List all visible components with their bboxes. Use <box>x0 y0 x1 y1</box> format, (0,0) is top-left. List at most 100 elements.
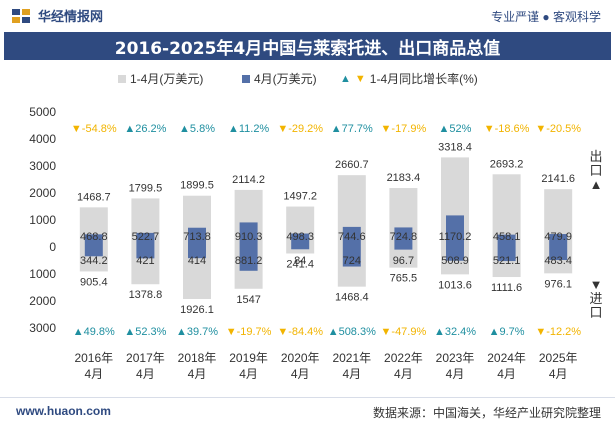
export-cumulative-label: 2660.7 <box>335 159 369 171</box>
export-monthly-bar <box>188 227 206 247</box>
legend-growth: ▲ ▼ 1-4月同比增长率(%) <box>340 70 478 87</box>
export-monthly-label: 522.7 <box>132 231 160 243</box>
export-monthly-bar <box>446 215 464 247</box>
footer: www.huaon.com 数据来源：中国海关，华经产业研究院整理 <box>0 397 615 428</box>
x-tick-label: 4月 <box>84 367 103 381</box>
import-monthly-label: 96.7 <box>393 255 414 267</box>
export-monthly-label: 744.6 <box>338 231 366 243</box>
y-tick-label: 5000 <box>29 105 56 119</box>
x-tick-label: 2021年 <box>332 351 371 365</box>
export-cumulative-label: 2183.4 <box>387 172 421 184</box>
import-growth-label: ▲9.7% <box>489 326 525 338</box>
import-monthly-label: 483.4 <box>544 255 572 267</box>
export-cumulative-label: 1899.5 <box>180 180 214 192</box>
export-monthly-bar <box>497 234 516 247</box>
import-monthly-bar <box>239 247 258 271</box>
import-monthly-bar <box>136 247 155 259</box>
import-monthly-bar <box>291 247 310 250</box>
import-cumulative-label: 905.4 <box>80 276 108 288</box>
chart-title: 2016-2025年4月中国与莱索托进、出口商品总值 <box>4 32 611 60</box>
x-tick-label: 4月 <box>239 367 258 381</box>
legend-monthly: 4月(万美元) <box>242 70 317 87</box>
export-growth-label: ▼-18.6% <box>484 123 530 135</box>
export-side-label-text: 出口 <box>589 149 603 178</box>
import-monthly-label: 414 <box>188 255 206 267</box>
x-tick-label: 4月 <box>446 367 465 381</box>
y-tick-label: 0 <box>49 240 56 254</box>
import-monthly-label: 508.9 <box>441 255 469 267</box>
import-monthly-label: 724 <box>343 255 361 267</box>
slogan: 专业严谨 ● 客观科学 <box>491 10 601 24</box>
legend-cumulative-swatch <box>118 74 126 83</box>
legend-monthly-label: 4月(万美元) <box>254 72 317 86</box>
x-tick-label: 2018年 <box>178 351 217 365</box>
export-monthly-label: 458.1 <box>493 231 521 243</box>
export-cumulative-label: 1468.7 <box>77 191 111 203</box>
export-cumulative-label: 2693.2 <box>490 158 524 170</box>
import-monthly-bar <box>549 247 568 261</box>
export-monthly-label: 479.9 <box>544 231 572 243</box>
x-tick-label: 4月 <box>291 367 310 381</box>
export-growth-label: ▲11.2% <box>228 123 269 135</box>
x-tick-label: 4月 <box>549 367 568 381</box>
legend-growth-label: 1-4月同比增长率(%) <box>369 72 478 86</box>
import-monthly-bar <box>84 247 103 257</box>
export-monthly-label: 468.8 <box>80 231 108 243</box>
export-arrow-icon: ▲ <box>589 177 603 192</box>
import-cumulative-label: 1378.8 <box>129 289 163 301</box>
import-arrow-icon: ▼ <box>589 277 603 292</box>
x-tick-label: 4月 <box>394 367 413 381</box>
import-cumulative-label: 765.5 <box>390 273 418 285</box>
x-tick-label: 4月 <box>188 367 207 381</box>
brand: 华经情报网 <box>10 6 103 25</box>
export-growth-label: ▲5.8% <box>179 123 215 135</box>
export-cumulative-label: 2114.2 <box>232 174 265 186</box>
import-growth-label: ▼-12.2% <box>535 326 581 338</box>
x-tick-label: 2023年 <box>436 351 475 365</box>
x-tick-label: 4月 <box>497 367 516 381</box>
import-cumulative-bar <box>286 247 315 254</box>
import-monthly-label: 84 <box>294 255 306 267</box>
x-tick-label: 2025年 <box>539 351 578 365</box>
import-monthly-label: 881.2 <box>235 255 263 267</box>
export-growth-label: ▼-20.5% <box>535 123 581 135</box>
export-monthly-label: 498.3 <box>286 231 314 243</box>
export-monthly-bar <box>136 232 155 247</box>
footer-website[interactable]: www.huaon.com <box>16 404 111 418</box>
import-monthly-bar <box>188 247 206 259</box>
legend: 1-4月(万美元) 4月(万美元) ▲ ▼ 1-4月同比增长率(%) <box>0 70 615 90</box>
x-tick-label: 4月 <box>342 367 361 381</box>
export-cumulative-label: 2141.6 <box>541 173 575 185</box>
import-growth-label: ▼-19.7% <box>226 326 272 338</box>
import-growth-label: ▲32.4% <box>434 326 476 338</box>
export-monthly-label: 713.8 <box>183 231 211 243</box>
import-monthly-bar <box>342 247 361 267</box>
export-monthly-bar <box>549 234 568 247</box>
triangle-up-icon: ▲ <box>340 72 351 85</box>
legend-monthly-swatch <box>242 74 250 83</box>
y-tick-label: 2000 <box>29 186 56 200</box>
export-monthly-label: 724.8 <box>390 231 418 243</box>
footer-source: 数据来源：中国海关，华经产业研究院整理 <box>372 406 601 420</box>
y-tick-label: 3000 <box>29 321 56 335</box>
import-cumulative-label: 1111.6 <box>491 282 522 294</box>
export-monthly-bar <box>394 227 413 247</box>
export-cumulative-label: 1497.2 <box>283 191 317 203</box>
import-growth-label: ▼-47.9% <box>381 326 427 338</box>
import-monthly-bar <box>497 247 516 262</box>
import-cumulative-label: 1547 <box>236 294 260 306</box>
import-cumulative-bar <box>389 247 418 268</box>
top-bar: 华经情报网 专业严谨 ● 客观科学 <box>0 0 615 32</box>
import-monthly-label: 344.2 <box>80 255 108 267</box>
export-cumulative-label: 3318.4 <box>438 141 472 153</box>
x-tick-label: 2024年 <box>487 351 526 365</box>
import-cumulative-label: 1013.6 <box>438 279 472 291</box>
import-side-label-text: 进口 <box>589 291 603 320</box>
export-growth-label: ▼-54.8% <box>71 123 117 135</box>
y-tick-label: 1000 <box>29 213 56 227</box>
export-monthly-label: 910.3 <box>235 231 263 243</box>
export-monthly-bar <box>239 222 258 247</box>
export-monthly-label: 1170.2 <box>439 231 472 243</box>
x-tick-label: 2019年 <box>229 351 268 365</box>
brand-name: 华经情报网 <box>38 9 104 24</box>
